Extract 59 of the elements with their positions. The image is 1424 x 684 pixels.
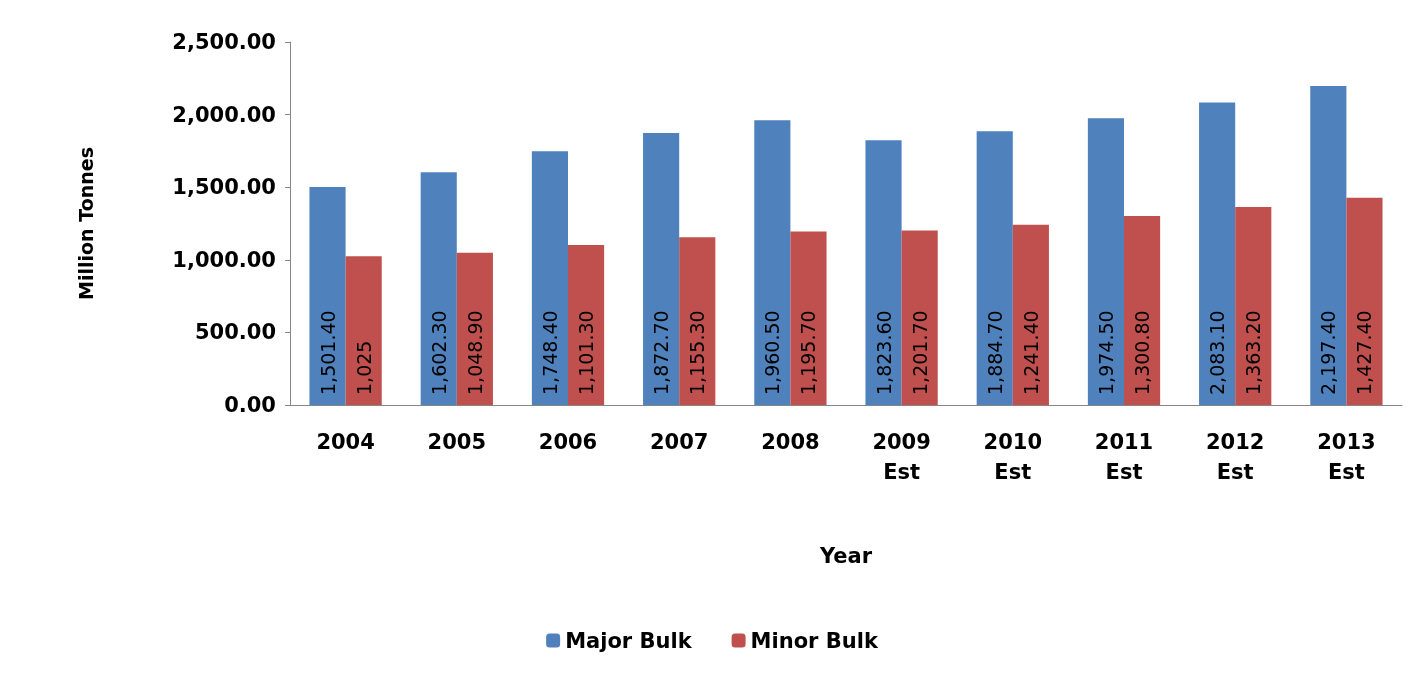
data-label: 1,602.30 (427, 310, 450, 395)
data-label: 1,195.70 (797, 310, 820, 395)
data-label: 1,974.50 (1094, 310, 1117, 395)
data-label: 1,427.40 (1353, 310, 1376, 395)
bar (976, 131, 1013, 405)
bar (345, 256, 382, 405)
data-label: 1,241.40 (1019, 310, 1042, 395)
bar (1124, 216, 1161, 405)
data-label: 1,101.30 (575, 310, 598, 395)
legend-label: Major Bulk (565, 628, 693, 653)
bar (309, 187, 346, 405)
data-label: 1,300.80 (1131, 310, 1154, 395)
data-label: 1,155.30 (686, 310, 709, 395)
data-label: 2,197.40 (1317, 310, 1340, 395)
bar (1199, 102, 1236, 405)
y-tick-label: 2,500.00 (172, 30, 276, 54)
data-label: 1,025 (352, 340, 375, 395)
bar (790, 231, 827, 405)
bar (865, 140, 902, 405)
data-label: 2,083.10 (1206, 310, 1229, 395)
bar (531, 151, 568, 405)
bar (679, 237, 716, 405)
data-label: 1,748.40 (538, 310, 561, 395)
x-tick-label: 2010 Est (983, 430, 1043, 484)
y-axis-title: Million Tonnes (74, 147, 97, 300)
data-label: 1,823.60 (872, 310, 895, 395)
y-tick-label: 1,500.00 (172, 175, 276, 200)
bar (568, 245, 605, 405)
bar (1310, 85, 1347, 405)
bar (901, 230, 938, 405)
legend-label: Minor Bulk (750, 628, 879, 653)
y-tick-label: 0.00 (224, 393, 276, 417)
bar (1235, 207, 1272, 405)
data-label: 1,960.50 (761, 310, 784, 395)
bar (1346, 197, 1383, 405)
bar (754, 120, 791, 405)
y-tick-label: 1,000.00 (172, 247, 276, 272)
x-tick-label: 2013 Est (1317, 430, 1376, 484)
x-tick-label: 2004 (316, 430, 375, 454)
data-label: 1,872.70 (650, 310, 673, 395)
data-label: 1,363.20 (1242, 310, 1265, 395)
bar (1087, 118, 1124, 405)
x-axis-title: Year (818, 543, 873, 568)
x-tick-label: 2005 (427, 430, 487, 454)
y-tick-label: 500.00 (194, 320, 276, 345)
x-tick-label: 2011 Est (1094, 430, 1154, 484)
data-label: 1,201.70 (908, 310, 931, 395)
bar (1012, 224, 1049, 405)
x-tick-label: 2007 (649, 430, 709, 454)
x-tick-label: 2009 Est (872, 430, 931, 484)
x-tick-label: 2012 Est (1205, 430, 1265, 484)
x-tick-label: 2006 (538, 430, 598, 454)
bar (420, 172, 457, 405)
data-label: 1,884.70 (983, 310, 1006, 395)
data-label: 1,501.40 (316, 310, 339, 395)
data-label: 1,048.90 (463, 310, 486, 395)
y-tick-label: 2,000.00 (172, 102, 276, 127)
bar (643, 133, 680, 405)
x-tick-label: 2008 (761, 430, 820, 454)
